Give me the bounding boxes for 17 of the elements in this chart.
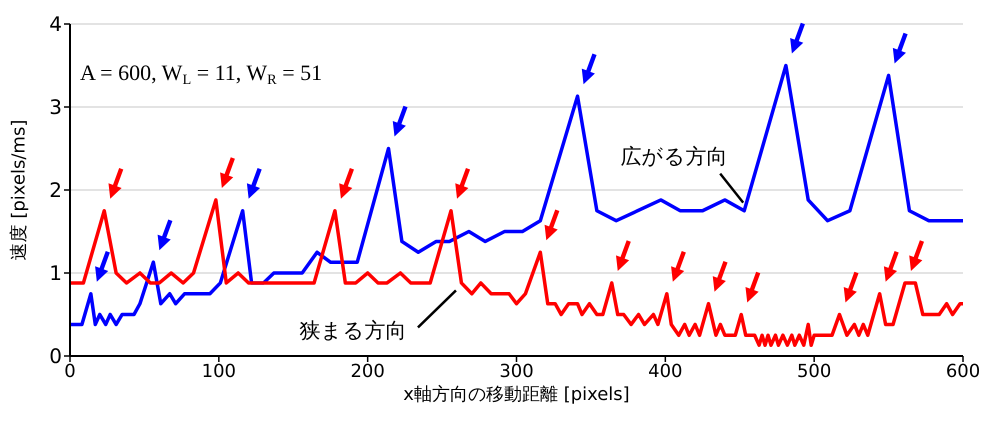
x-tick-label: 100	[202, 360, 236, 382]
y-axis-title: 速度 [pixels/ms]	[8, 120, 30, 260]
line-series	[70, 198, 963, 347]
x-tick-label: 400	[648, 360, 683, 382]
y-tick-label: 4	[49, 12, 62, 36]
x-axis-title: x軸方向の移動距離 [pixels]	[403, 384, 630, 405]
y-tick-label: 1	[49, 261, 62, 286]
x-tick-label: 500	[796, 360, 832, 382]
x-tick-label: 0	[64, 360, 76, 382]
x-tick-label: 300	[499, 360, 534, 382]
x-tick-label: 200	[350, 360, 385, 382]
annotation: 狭まる方向	[299, 318, 406, 342]
x-tick-label: 600	[946, 360, 980, 382]
y-tick-label: 2	[49, 178, 62, 202]
annotation: 広がる方向	[620, 144, 728, 169]
annotation: A = 600, W$_{L}$ = 11, W$_{R}$ = 51	[80, 60, 322, 88]
y-tick-label: 3	[49, 95, 62, 120]
